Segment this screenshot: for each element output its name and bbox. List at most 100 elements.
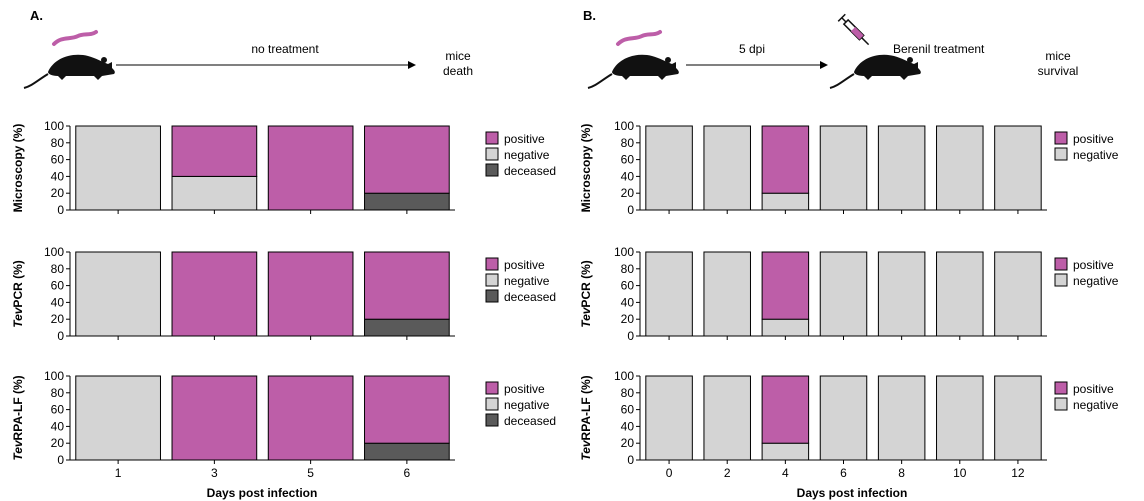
bar-segment-negative [819, 375, 868, 461]
bar-segment-deceased [364, 192, 450, 211]
bar-segment-negative [645, 251, 693, 337]
y-tick-label: 60 [51, 279, 65, 293]
schema-a-arrowhead [408, 61, 416, 69]
y-axis-title: TevPCR (%) [579, 260, 593, 328]
y-tick-label: 100 [614, 245, 634, 259]
x-tick-label: 6 [840, 466, 847, 480]
y-tick-label: 40 [51, 419, 65, 433]
y-tick-label: 20 [621, 436, 635, 450]
chart-b-3: 0 20 40 60 80 100 TevRPA-LF (%) 0 2 4 6 8 10 12 positi… [579, 369, 1119, 480]
schema-b-arrow-text: 5 dpi [739, 42, 765, 56]
legend-label-negative: negative [1073, 398, 1119, 412]
y-tick-label: 80 [51, 136, 65, 150]
legend-swatch-negative [485, 273, 499, 287]
y-axis-title-prefix: Tev [11, 439, 25, 461]
y-tick-label: 20 [51, 436, 65, 450]
bar-segment-negative [75, 125, 161, 211]
bar-segment-negative [819, 251, 868, 337]
bar-segment-positive [267, 251, 354, 337]
y-tick-label: 100 [614, 119, 634, 133]
y-axis-title-text: RPA-LF (%) [11, 375, 25, 440]
y-tick-label: 40 [51, 169, 65, 183]
bar-segment-negative [877, 375, 926, 461]
y-axis-title-text: Microscopy (%) [579, 124, 593, 213]
legend-label-deceased: deceased [504, 414, 556, 428]
y-tick-label: 0 [57, 453, 64, 467]
bar-segment-negative [877, 125, 926, 211]
legend-label-negative: negative [1073, 148, 1119, 162]
x-tick-label: 2 [724, 466, 731, 480]
y-axis-title-text: Microscopy (%) [11, 124, 25, 213]
x-tick-label: 4 [782, 466, 789, 480]
bar-segment-negative [761, 318, 810, 337]
bar-segment-positive [171, 251, 258, 337]
y-tick-label: 100 [44, 119, 64, 133]
schema-b-end-line1: mice [1045, 49, 1071, 63]
y-tick-label: 0 [57, 329, 64, 343]
y-tick-label: 100 [44, 245, 64, 259]
bar-segment-positive [364, 251, 450, 320]
y-tick-label: 0 [627, 453, 634, 467]
y-tick-label: 0 [57, 203, 64, 217]
mouse-icon [23, 54, 115, 89]
legend-swatch-positive [485, 257, 499, 271]
y-tick-label: 20 [51, 312, 65, 326]
legend-label-positive: positive [504, 382, 545, 396]
bar-segment-positive [267, 125, 354, 211]
bar-segment-positive [267, 375, 354, 461]
mouse-icon [829, 54, 921, 89]
legend-swatch-deceased [485, 163, 499, 177]
y-tick-label: 40 [621, 295, 635, 309]
y-axis-title-text: RPA-LF (%) [579, 375, 593, 440]
y-axis-title: TevRPA-LF (%) [579, 375, 593, 460]
bar-segment-negative [877, 251, 926, 337]
bar-segment-negative [819, 125, 868, 211]
legend-label-positive: positive [504, 132, 545, 146]
y-tick-label: 60 [621, 153, 635, 167]
bar-segment-negative [75, 251, 161, 337]
legend-swatch-deceased [485, 413, 499, 427]
y-tick-label: 80 [51, 262, 65, 276]
syringe-icon [837, 13, 870, 46]
y-tick-label: 20 [51, 186, 65, 200]
legend-label-negative: negative [504, 274, 550, 288]
y-axis-title-text: PCR (%) [11, 260, 25, 307]
legend-swatch-negative [1054, 273, 1068, 287]
bar-segment-negative [645, 375, 693, 461]
x-tick-label: 8 [898, 466, 905, 480]
legend-swatch-positive [1054, 381, 1068, 395]
y-tick-label: 60 [621, 403, 635, 417]
chart-a-3: 0 20 40 60 80 100 TevRPA-LF (%) 1 3 5 6 positive neg… [11, 369, 556, 480]
schema-a-end-line2: death [443, 64, 473, 78]
schema-b-arrowhead [820, 61, 828, 69]
x-tick-label: 12 [1011, 466, 1025, 480]
schema-a-arrow-text: no treatment [251, 42, 319, 56]
panel-a-xlabel: Days post infection [207, 486, 318, 500]
parasite-icon [616, 30, 662, 46]
bar-segment-negative [761, 192, 810, 211]
y-axis-title: Microscopy (%) [579, 124, 593, 213]
bar-segment-positive [364, 375, 450, 444]
bar-segment-positive [761, 251, 810, 320]
schema-b-mid-text: Berenil treatment [893, 42, 985, 56]
y-tick-label: 20 [621, 312, 635, 326]
legend-label-positive: positive [1073, 132, 1114, 146]
legend-swatch-positive [485, 381, 499, 395]
bar-segment-negative [994, 375, 1042, 461]
x-tick-label: 5 [307, 466, 314, 480]
legend-label-negative: negative [504, 398, 550, 412]
bar-segment-negative [761, 442, 810, 461]
legend-swatch-negative [1054, 147, 1068, 161]
y-tick-label: 80 [51, 386, 65, 400]
bar-segment-negative [703, 251, 751, 337]
legend-label-deceased: deceased [504, 290, 556, 304]
y-tick-label: 0 [627, 329, 634, 343]
y-axis-title: Microscopy (%) [11, 124, 25, 213]
x-tick-label: 10 [953, 466, 967, 480]
legend-swatch-negative [1054, 397, 1068, 411]
y-axis-title-prefix: Tev [579, 306, 593, 328]
chart-a-2: 0 20 40 60 80 100 TevPCR (%) positive negative de… [11, 245, 556, 343]
x-tick-label: 3 [211, 466, 218, 480]
panel-a-label: A. [30, 8, 43, 23]
x-tick-label: 1 [115, 466, 122, 480]
